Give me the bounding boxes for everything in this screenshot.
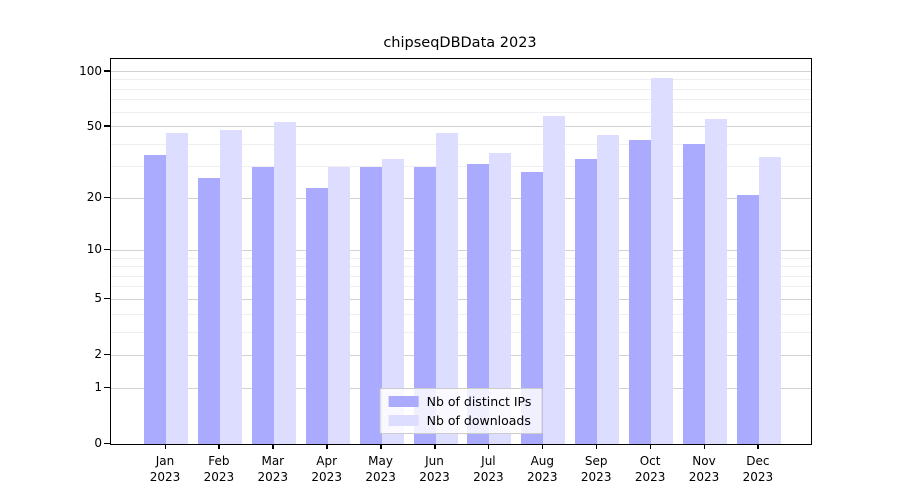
y-tick-label-5: 5 xyxy=(94,291,102,306)
gridline-6 xyxy=(111,286,811,288)
gridline-20 xyxy=(111,197,811,199)
bar-downloads-mar xyxy=(273,122,296,444)
legend-label-distinct-ips: Nb of distinct IPs xyxy=(426,394,532,409)
gridline-50 xyxy=(111,126,811,128)
bar-ips-oct xyxy=(629,140,652,444)
y-tick-label-0: 0 xyxy=(94,436,102,450)
bar-ips-sep xyxy=(575,159,598,444)
bar-ips-aug xyxy=(521,172,544,444)
gridline-7 xyxy=(111,275,811,277)
bar-downloads-sep xyxy=(597,135,620,444)
plot-area: Nb of distinct IPs Nb of downloads xyxy=(110,58,812,445)
gridline-70 xyxy=(111,99,811,101)
x-tick-mark-jan xyxy=(164,444,166,449)
x-tick-mark-jun xyxy=(434,444,436,449)
x-tick-label-nov: Nov 2023 xyxy=(688,454,720,484)
gridline-60 xyxy=(111,111,811,113)
bar-downloads-aug xyxy=(543,116,566,444)
x-tick-label-apr: Apr 2023 xyxy=(311,454,342,484)
chart-title: chipseqDBData 2023 xyxy=(383,35,537,51)
legend-swatch-downloads xyxy=(388,415,419,426)
x-tick-mark-aug xyxy=(541,444,544,449)
gridline-40 xyxy=(111,143,811,145)
x-tick-label-jul: Jul 2023 xyxy=(473,454,504,484)
x-tick-mark-feb xyxy=(218,444,220,449)
gridline-4 xyxy=(111,313,811,315)
y-tick-label-1: 1 xyxy=(94,380,102,395)
y-tick-mark-20 xyxy=(104,196,110,199)
x-tick-label-oct: Oct 2023 xyxy=(634,454,666,484)
x-tick-mark-sep xyxy=(595,444,598,449)
y-tick-mark-100 xyxy=(104,70,110,72)
y-tick-mark-50 xyxy=(104,125,110,127)
bar-downloads-jun xyxy=(435,133,458,444)
y-tick-mark-2 xyxy=(104,353,110,356)
y-tick-mark-10 xyxy=(104,248,110,251)
x-tick-label-may: May 2023 xyxy=(365,454,396,484)
gridline-3 xyxy=(111,331,811,333)
bar-downloads-apr xyxy=(327,166,350,444)
x-tick-mark-nov xyxy=(703,444,705,449)
x-tick-mark-jul xyxy=(487,444,490,449)
y-tick-mark-0 xyxy=(104,442,110,444)
y-tick-label-2: 2 xyxy=(94,347,102,362)
x-tick-label-mar: Mar 2023 xyxy=(257,454,289,484)
x-tick-mark-apr xyxy=(326,444,328,449)
gridline-30 xyxy=(111,166,811,168)
x-tick-label-feb: Feb 2023 xyxy=(203,454,235,484)
x-tick-label-dec: Dec 2023 xyxy=(742,454,774,484)
y-tick-label-100: 100 xyxy=(79,63,102,78)
bar-ips-may xyxy=(359,166,382,444)
gridline-100 xyxy=(111,71,811,72)
legend-swatch-distinct-ips xyxy=(388,396,419,407)
bar-ips-jan xyxy=(144,154,166,444)
x-tick-label-jun: Jun 2023 xyxy=(419,454,450,484)
bar-downloads-feb xyxy=(219,129,242,444)
bar-downloads-nov xyxy=(705,119,727,444)
x-tick-mark-oct xyxy=(649,444,652,449)
bar-ips-jul xyxy=(467,164,490,444)
y-tick-label-10: 10 xyxy=(86,242,102,257)
legend-row-downloads: Nb of downloads xyxy=(388,413,532,428)
y-tick-label-20: 20 xyxy=(86,190,102,205)
bar-ips-feb xyxy=(197,178,220,444)
bar-downloads-oct xyxy=(651,78,674,444)
gridline-10 xyxy=(111,249,811,251)
x-tick-mark-mar xyxy=(272,444,274,449)
x-tick-label-jan: Jan 2023 xyxy=(149,454,181,484)
bar-ips-mar xyxy=(251,166,274,444)
x-tick-label-aug: Aug 2023 xyxy=(527,454,558,484)
legend-label-downloads: Nb of downloads xyxy=(426,413,531,428)
bar-downloads-jul xyxy=(489,152,512,444)
y-tick-label-50: 50 xyxy=(86,118,102,133)
x-tick-mark-dec xyxy=(757,444,759,449)
gridline-80 xyxy=(111,88,811,90)
gridline-5 xyxy=(111,298,811,300)
gridline-90 xyxy=(111,79,811,81)
x-tick-label-sep: Sep 2023 xyxy=(580,454,612,484)
gridline-8 xyxy=(111,266,811,268)
y-tick-mark-1 xyxy=(104,386,110,389)
bar-downloads-may xyxy=(381,159,404,444)
legend-row-distinct-ips: Nb of distinct IPs xyxy=(388,394,532,409)
bar-ips-apr xyxy=(305,187,328,444)
bar-downloads-dec xyxy=(758,157,781,444)
gridline-9 xyxy=(111,257,811,259)
gridline-2 xyxy=(111,354,811,356)
bar-ips-dec xyxy=(736,194,759,444)
bar-ips-jun xyxy=(413,166,436,444)
bar-downloads-jan xyxy=(166,133,188,444)
legend: Nb of distinct IPs Nb of downloads xyxy=(379,388,543,434)
y-tick-mark-5 xyxy=(104,297,110,300)
bar-ips-nov xyxy=(683,144,705,444)
x-tick-mark-may xyxy=(380,444,382,449)
